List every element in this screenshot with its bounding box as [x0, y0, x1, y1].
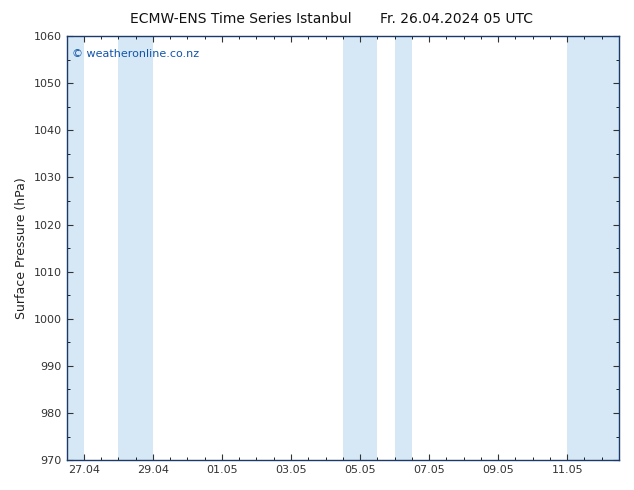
Y-axis label: Surface Pressure (hPa): Surface Pressure (hPa): [15, 177, 28, 319]
Text: ECMW-ENS Time Series Istanbul: ECMW-ENS Time Series Istanbul: [130, 12, 352, 26]
Text: © weatheronline.co.nz: © weatheronline.co.nz: [72, 49, 199, 59]
Bar: [567, 36, 619, 460]
Bar: [67, 36, 84, 460]
Text: Fr. 26.04.2024 05 UTC: Fr. 26.04.2024 05 UTC: [380, 12, 533, 26]
Bar: [119, 36, 153, 460]
Bar: [343, 36, 377, 460]
Bar: [394, 36, 412, 460]
